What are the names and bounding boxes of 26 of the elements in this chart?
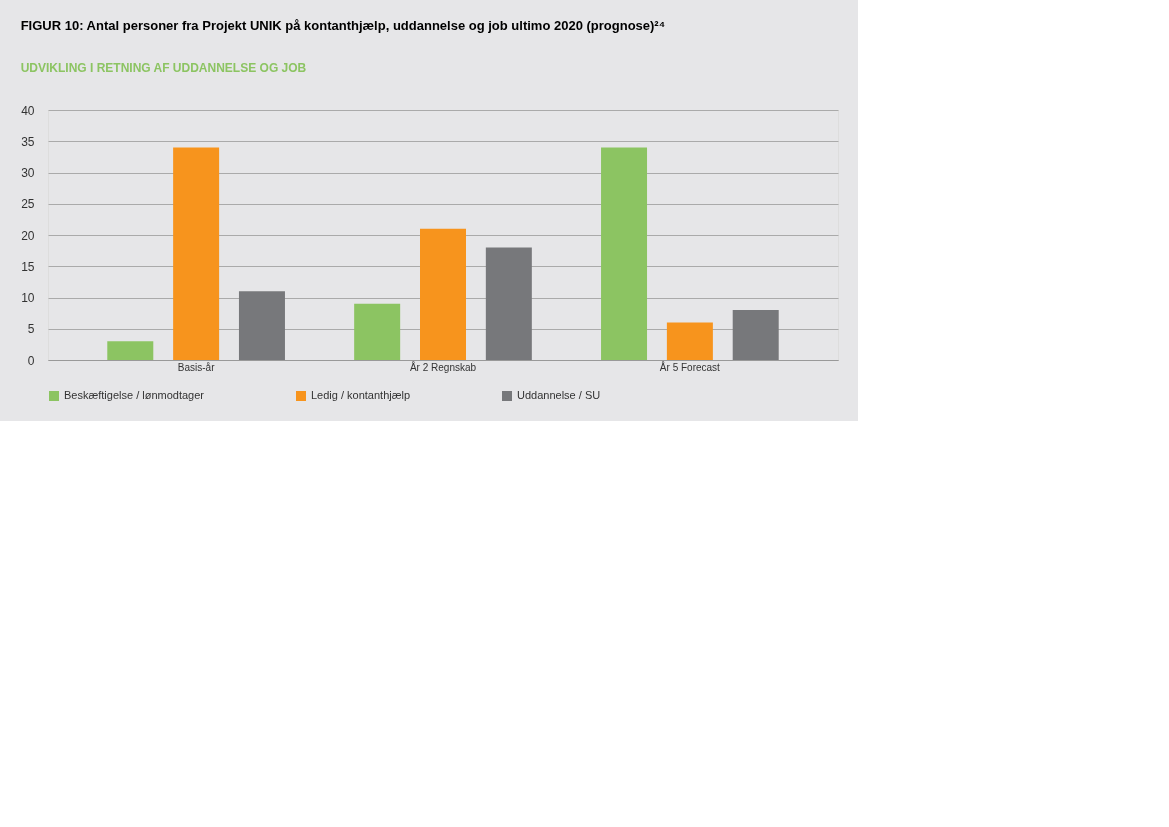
x-tick-label: År 2 Regnskab — [409, 360, 477, 373]
bar — [354, 303, 401, 360]
legend-label: Uddannelse / SU — [517, 389, 601, 401]
y-tick-label: 0 — [27, 353, 35, 368]
y-tick-label: 30 — [21, 166, 35, 180]
y-tick-label: 5 — [27, 322, 35, 337]
y-tick-label: 25 — [21, 197, 35, 212]
bar — [107, 341, 154, 360]
chart-title: FIGUR 10: Antal personer fra Projekt UNIK på kontanthjælp, uddannelse og job ultimo 2020 (prognose)²⁴ — [20, 18, 666, 33]
y-tick-label: 40 — [21, 103, 35, 118]
x-tick-label: Basis-år — [177, 361, 216, 373]
chart-subtitle: UDVIKLING I RETNING AF UDDANNELSE OG JOB — [20, 61, 307, 75]
legend-label: Ledig / kontanthjælp — [311, 389, 411, 401]
bar — [601, 147, 648, 360]
y-tick-label: 35 — [21, 134, 35, 149]
bar — [732, 310, 779, 360]
y-tick-label: 15 — [21, 259, 35, 274]
x-tick-label: År 5 Forecast — [659, 360, 721, 373]
bar — [173, 147, 220, 360]
y-tick-label: 20 — [21, 228, 35, 243]
bar — [420, 228, 466, 360]
y-tick-label: 10 — [21, 291, 35, 305]
bar — [485, 247, 532, 360]
bar — [666, 322, 713, 360]
legend-label: Beskæftigelse / lønmodtager — [64, 389, 205, 401]
bar — [238, 291, 285, 360]
